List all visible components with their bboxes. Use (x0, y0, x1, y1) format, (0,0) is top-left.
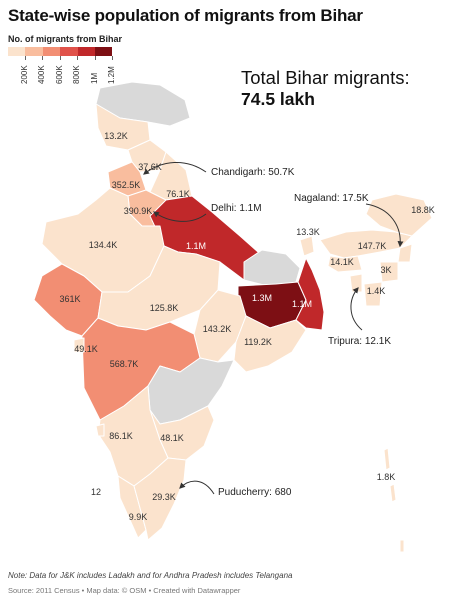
delhi-arrow (153, 211, 207, 222)
annotation-delhi: Delhi: 1.1M (211, 203, 262, 214)
value-label-kerala: 9.9K (128, 512, 148, 522)
region-tripura (349, 273, 363, 293)
region-dnh-daman-diu (73, 337, 85, 353)
value-label-arunachal-pradesh: 18.8K (411, 205, 435, 215)
legend-swatch-3 (42, 47, 61, 56)
legend-tick-mark (42, 56, 43, 60)
puducherry-arrow (179, 480, 215, 495)
value-label-rajasthan: 134.4K (88, 240, 118, 250)
legend-swatch-4 (60, 47, 78, 56)
tripura-arrow (350, 287, 363, 331)
value-label-jharkhand: 1.3M (251, 293, 273, 303)
region-arunachal-pradesh (365, 193, 433, 237)
value-label-madhya-pradesh: 125.8K (149, 303, 179, 313)
source-credit: Source: 2011 Census • Map data: © OSM • … (8, 586, 241, 595)
annotation-puducherry: Puducherry: 680 (218, 487, 292, 498)
value-label-chhattisgarh: 143.2K (202, 324, 232, 334)
region-andaman-nicobar (383, 447, 405, 553)
value-label-sikkim: 13.3K (296, 227, 320, 237)
region-bihar (243, 249, 301, 289)
legend-swatch-1 (8, 47, 26, 56)
value-label-karnataka: 86.1K (109, 431, 133, 441)
legend-tick-mark (95, 56, 96, 60)
region-nagaland (397, 243, 413, 263)
legend-swatch-2 (25, 47, 43, 56)
legend-tick-mark (112, 56, 113, 60)
total-migrants-label: Total Bihar migrants: (241, 67, 410, 88)
value-label-himachal-pradesh: 37.6K (138, 162, 162, 172)
legend-tick-mark (77, 56, 78, 60)
value-label-maharashtra: 568.7K (109, 359, 139, 369)
annotation-tripura: Tripura: 12.1K (328, 336, 391, 347)
region-meghalaya (327, 255, 363, 273)
legend-swatch-5 (77, 47, 95, 56)
value-label-manipur: 3K (380, 265, 392, 275)
region-mizoram (363, 281, 383, 307)
value-label-andhra-pradesh: 48.1K (160, 433, 184, 443)
value-label-uttar-pradesh: 1.1M (185, 241, 207, 251)
value-label-west-bengal: 1.1M (291, 299, 313, 309)
value-label-uttarakhand: 76.1K (166, 189, 190, 199)
value-label-odisha: 119.2K (244, 337, 272, 347)
value-label-haryana: 390.9K (123, 206, 153, 216)
annotation-nagaland: Nagaland: 17.5K (294, 193, 369, 204)
region-goa (95, 423, 105, 437)
legend-tick-mark (60, 56, 61, 60)
footnote: Note: Data for J&K includes Ladakh and f… (8, 571, 293, 580)
region-manipur (379, 261, 399, 283)
value-label-punjab: 352.5K (111, 180, 141, 190)
value-label-mizoram: 1.4K (366, 286, 386, 296)
legend-title: No. of migrants from Bihar (8, 34, 123, 44)
chart-title: State-wise population of migrants from B… (8, 6, 363, 25)
legend-swatch-6 (94, 47, 113, 56)
region-sikkim (299, 235, 315, 257)
chandigarh-arrow (143, 161, 207, 175)
value-label-gujarat: 361K (59, 294, 81, 304)
value-label-dnh-daman-diu: 49.1K (74, 344, 98, 354)
annotation-chandigarh: Chandigarh: 50.7K (211, 167, 295, 178)
value-label-jammu-kashmir: 13.2K (104, 131, 128, 141)
nagaland-arrow (365, 203, 404, 248)
value-label-meghalaya: 14.1K (330, 257, 354, 267)
value-label-goa: 12 (90, 487, 102, 497)
region-tamil-nadu (133, 457, 187, 541)
value-label-assam: 147.7K (357, 241, 387, 251)
value-label-andaman-nicobar: 1.8K (376, 472, 396, 482)
value-label-tamil-nadu: 29.3K (152, 492, 176, 502)
legend-ticks: 200K 400K 600K 800K 1M 1.2M (8, 56, 138, 84)
legend-color-bar (8, 47, 113, 56)
total-migrants-value: 74.5 lakh (241, 89, 315, 109)
legend-tick-mark (25, 56, 26, 60)
region-odisha (233, 315, 307, 373)
region-west-bengal (295, 257, 325, 331)
